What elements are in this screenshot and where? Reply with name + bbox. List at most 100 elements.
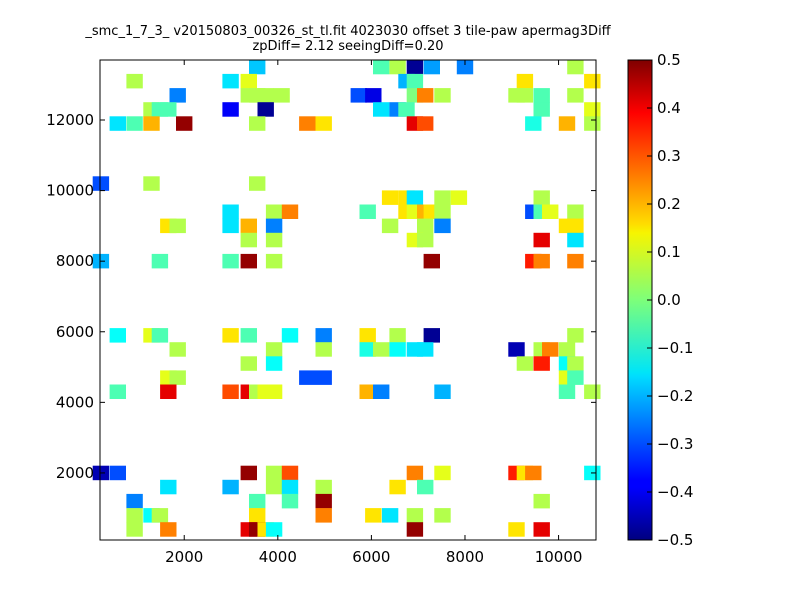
heatmap-cell xyxy=(109,384,126,399)
heatmap-cell xyxy=(222,384,239,399)
heatmap-cell xyxy=(508,342,525,357)
heatmap-cell xyxy=(525,465,542,481)
heatmap-cell xyxy=(265,253,283,269)
heatmap-cell xyxy=(176,116,193,131)
heatmap-cell xyxy=(126,73,143,89)
plot-frame xyxy=(99,59,597,541)
heatmap-cell xyxy=(265,356,283,371)
y-axis: 2000 4000 6000 8000 10000 12000 xyxy=(46,111,596,482)
heatmap-cell xyxy=(533,253,550,269)
heatmap-cell xyxy=(249,116,266,131)
heatmap-cell xyxy=(169,88,186,103)
heatmap-cell xyxy=(126,522,143,537)
heatmap-cell xyxy=(249,59,266,75)
heatmap-cell xyxy=(584,384,601,399)
heatmap-cell xyxy=(533,493,550,509)
heatmap-cell xyxy=(299,116,316,131)
heatmap-cell xyxy=(417,479,434,495)
heatmap-cell xyxy=(450,190,468,205)
heatmap-cell xyxy=(417,342,434,357)
heatmap-cell xyxy=(373,102,390,117)
heatmap-cell xyxy=(143,116,160,131)
colorbar-tick-label: −0.4 xyxy=(657,483,693,501)
heatmap-cell xyxy=(567,218,584,234)
heatmap-cell xyxy=(389,479,406,495)
heatmap-cell xyxy=(249,176,266,191)
colorbar-axis: 0.5 0.4 0.3 0.2 0.1 0.0 −0.1 −0.2 −0.3 −0.4 −0.5 xyxy=(647,51,693,549)
heatmap-cell xyxy=(567,59,584,75)
heatmap-cell xyxy=(533,522,550,537)
heatmap-cell xyxy=(417,232,434,248)
heatmap-cell xyxy=(373,59,390,75)
heatmap-cell xyxy=(567,253,584,269)
heatmap-cell xyxy=(508,522,525,537)
heatmap-cell xyxy=(434,384,451,399)
heatmap-cell xyxy=(109,116,126,131)
heatmap-cell xyxy=(222,479,239,495)
heatmap-cell xyxy=(151,508,169,523)
heatmap-cell xyxy=(160,384,177,399)
chart-title: _smc_1_7_3_ v20150803_00326_st_tl.fit 40… xyxy=(85,24,611,39)
heatmap-cell xyxy=(381,190,399,205)
heatmap-cell xyxy=(240,232,257,248)
heatmap-cell xyxy=(281,204,299,219)
heatmap-cell xyxy=(143,176,160,191)
heatmap-cell xyxy=(381,218,399,234)
heatmap-cell xyxy=(273,88,290,103)
colorbar-tick-label: 0.2 xyxy=(657,195,681,213)
y-tick-label: 8000 xyxy=(56,252,94,270)
heatmap-cell xyxy=(151,328,169,343)
heatmap-cell xyxy=(567,88,584,103)
heatmap-cell xyxy=(169,370,186,385)
heatmap-cell xyxy=(381,508,399,523)
heatmap-cell xyxy=(240,253,257,269)
heatmap-cell xyxy=(389,342,406,357)
heatmap-cell xyxy=(281,465,299,481)
heatmap-cell xyxy=(315,116,332,131)
heatmap-cell xyxy=(533,190,550,205)
heatmap-cell xyxy=(249,508,266,523)
heatmap-cell xyxy=(315,328,332,343)
heatmap-cell xyxy=(584,73,601,89)
heatmap-cell xyxy=(389,59,406,75)
colorbar-tick-label: −0.5 xyxy=(657,531,693,549)
x-tick-label: 10000 xyxy=(535,548,583,566)
heatmap-cell xyxy=(406,73,424,89)
heatmap-cell xyxy=(109,465,126,481)
y-tick-label: 2000 xyxy=(56,464,94,482)
heatmap-cell xyxy=(92,176,110,191)
heatmap-cell xyxy=(542,204,559,219)
heatmap-cell xyxy=(249,493,266,509)
heatmap-cell xyxy=(126,493,143,509)
x-tick-label: 2000 xyxy=(165,548,203,566)
heatmap-cell xyxy=(365,508,382,523)
heatmap-cell xyxy=(406,508,424,523)
heatmap-cell xyxy=(417,218,434,234)
heatmap-cell xyxy=(533,102,550,117)
heatmap-cell xyxy=(350,88,367,103)
heatmap-cell xyxy=(406,522,424,537)
heatmap-cell xyxy=(359,384,376,399)
heatmap-cells xyxy=(92,59,601,537)
x-tick-label: 6000 xyxy=(352,548,390,566)
heatmap-cell xyxy=(558,116,576,131)
heatmap-cell xyxy=(423,59,440,75)
heatmap-cell xyxy=(240,218,257,234)
heatmap-cell xyxy=(222,204,239,219)
heatmap-cell xyxy=(281,493,299,509)
colorbar-tick-label: 0.4 xyxy=(657,99,681,117)
heatmap-cell xyxy=(417,116,434,131)
heatmap-cell xyxy=(169,218,186,234)
heatmap-cell xyxy=(315,370,332,385)
heatmap-cell xyxy=(315,508,332,523)
heatmap-cell xyxy=(109,328,126,343)
x-tick-label: 8000 xyxy=(446,548,484,566)
heatmap-cell xyxy=(265,232,283,248)
heatmap-cell xyxy=(373,384,390,399)
heatmap-cell xyxy=(389,328,406,343)
colorbar-tick-label: −0.2 xyxy=(657,387,693,405)
heatmap-cell xyxy=(567,232,584,248)
heatmap-cell xyxy=(434,465,451,481)
heatmap-cell xyxy=(567,204,584,219)
